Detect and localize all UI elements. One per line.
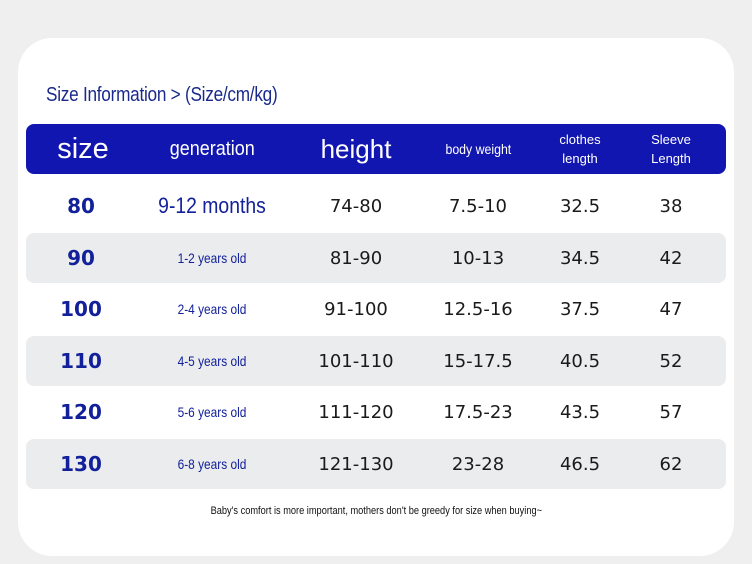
- table-row: 110 4-5 years old 101-110 15-17.5 40.5 5…: [26, 336, 726, 386]
- cell-generation: 1-2 years old: [177, 250, 247, 266]
- cell-size: 100: [60, 297, 102, 321]
- cell-body-weight: 15-17.5: [443, 350, 513, 372]
- cell-generation: 4-5 years old: [177, 353, 247, 369]
- cell-height: 81-90: [329, 247, 383, 269]
- cell-clothes-length: 37.5: [559, 298, 601, 320]
- cell-body-weight: 17.5-23: [443, 401, 513, 423]
- cell-sleeve-length: 57: [659, 401, 683, 423]
- cell-clothes-length: 46.5: [559, 453, 601, 475]
- cell-generation: 2-4 years old: [177, 301, 247, 317]
- cell-generation: 9-12 months: [158, 193, 266, 218]
- cell-height: 74-80: [329, 195, 383, 217]
- header-clothes-length: clothes length: [540, 124, 620, 174]
- cell-sleeve-length: 38: [659, 195, 683, 217]
- cell-size: 90: [67, 246, 95, 270]
- cell-sleeve-length: 62: [659, 453, 683, 475]
- cell-body-weight: 23-28: [451, 453, 505, 475]
- cell-height: 121-130: [318, 453, 394, 475]
- cell-clothes-length: 32.5: [559, 195, 601, 217]
- header-generation: generation: [150, 124, 274, 174]
- cell-size: 110: [60, 349, 102, 373]
- footer-note-text: Baby's comfort is more important, mother…: [210, 505, 542, 517]
- table-row: 80 9-12 months 74-80 7.5-10 32.5 38: [26, 181, 726, 231]
- cell-size: 120: [60, 400, 102, 424]
- page-title: Size Information > (Size/cm/kg): [46, 84, 278, 106]
- cell-body-weight: 7.5-10: [448, 195, 508, 217]
- cell-size: 80: [67, 194, 95, 218]
- cell-size: 130: [60, 452, 102, 476]
- table-header: size generation height body weight cloth…: [26, 124, 726, 174]
- header-clothes-length-line2: length: [562, 151, 598, 166]
- cell-clothes-length: 34.5: [559, 247, 601, 269]
- header-body-weight-label: body weight: [445, 141, 511, 157]
- header-height: height: [320, 133, 392, 164]
- header-size: size: [57, 132, 109, 165]
- cell-height: 91-100: [324, 298, 388, 320]
- header-body-weight: body weight: [426, 124, 530, 174]
- cell-sleeve-length: 42: [659, 247, 683, 269]
- header-sleeve-length: Sleeve Length: [630, 124, 712, 174]
- footer-note: Baby's comfort is more important, mother…: [0, 505, 752, 517]
- table-row: 100 2-4 years old 91-100 12.5-16 37.5 47: [26, 284, 726, 334]
- header-sleeve-length-line2: Length: [651, 151, 691, 166]
- table-row: 130 6-8 years old 121-130 23-28 46.5 62: [26, 439, 726, 489]
- cell-body-weight: 10-13: [451, 247, 505, 269]
- cell-sleeve-length: 52: [659, 350, 683, 372]
- table-row: 90 1-2 years old 81-90 10-13 34.5 42: [26, 233, 726, 283]
- cell-clothes-length: 43.5: [559, 401, 601, 423]
- cell-clothes-length: 40.5: [559, 350, 601, 372]
- cell-generation: 6-8 years old: [177, 456, 247, 472]
- table-row: 120 5-6 years old 111-120 17.5-23 43.5 5…: [26, 387, 726, 437]
- cell-height: 101-110: [318, 350, 394, 372]
- cell-body-weight: 12.5-16: [443, 298, 513, 320]
- header-generation-label: generation: [169, 137, 255, 160]
- cell-height: 111-120: [318, 401, 394, 423]
- cell-sleeve-length: 47: [659, 298, 683, 320]
- header-clothes-length-line1: clothes: [559, 132, 601, 147]
- header-sleeve-length-line1: Sleeve: [651, 132, 691, 147]
- cell-generation: 5-6 years old: [177, 404, 247, 420]
